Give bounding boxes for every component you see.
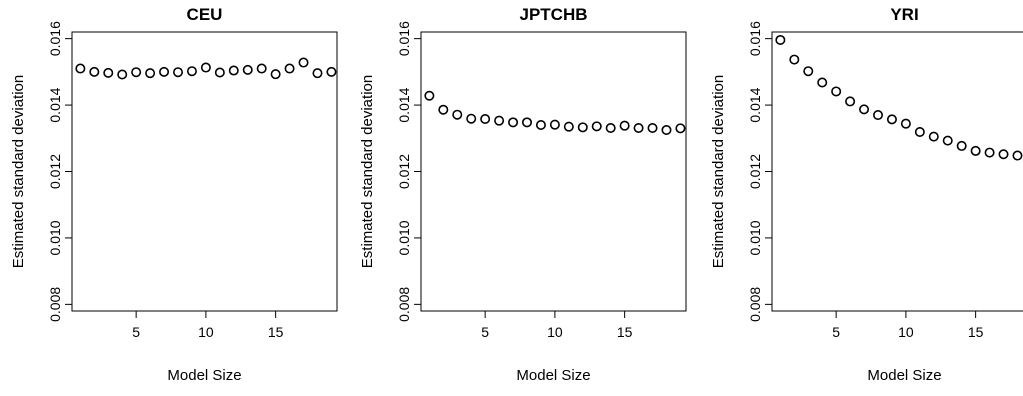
x-tick-label: 5 bbox=[132, 324, 140, 340]
data-point bbox=[494, 115, 505, 126]
data-point bbox=[775, 34, 786, 45]
x-tick-label: 5 bbox=[481, 324, 489, 340]
data-point bbox=[466, 113, 477, 124]
data-point bbox=[131, 67, 142, 78]
data-point bbox=[284, 63, 295, 74]
data-point bbox=[117, 69, 128, 80]
chart-title: JPTCHB bbox=[519, 5, 587, 24]
panel-ceu: CEU 5 10 15 0.008 0.010 0.012 0.014 0.016 Model S… bbox=[10, 5, 338, 384]
data-point bbox=[605, 122, 616, 133]
data-point bbox=[900, 118, 911, 129]
data-point bbox=[159, 66, 170, 77]
data-point bbox=[521, 117, 532, 128]
y-axis-label: Estimated standard deviation bbox=[10, 75, 27, 268]
data-point bbox=[970, 145, 981, 156]
data-point bbox=[438, 104, 449, 115]
x-tick-label: 5 bbox=[832, 324, 840, 340]
y-tick-label: 0.010 bbox=[47, 220, 63, 255]
y-tick-label: 0.016 bbox=[396, 21, 412, 56]
data-point bbox=[984, 147, 995, 158]
data-point bbox=[424, 90, 435, 101]
data-point bbox=[831, 86, 842, 97]
data-point bbox=[803, 66, 814, 77]
x-axis-label: Model Size bbox=[167, 367, 241, 384]
y-tick-label: 0.012 bbox=[396, 154, 412, 189]
data-point bbox=[914, 126, 925, 137]
data-point bbox=[186, 66, 197, 77]
data-point bbox=[886, 114, 897, 125]
y-tick-label: 0.012 bbox=[47, 154, 63, 189]
x-tick-label: 10 bbox=[547, 324, 563, 340]
data-point bbox=[633, 122, 644, 133]
data-point bbox=[619, 120, 630, 131]
panel-jptchb: JPTCHB 5 10 15 0.008 0.010 0.012 0.014 0.016 Mode… bbox=[359, 5, 687, 384]
data-point bbox=[845, 96, 856, 107]
y-tick-label: 0.010 bbox=[396, 220, 412, 255]
x-tick-label: 15 bbox=[968, 324, 984, 340]
data-point bbox=[647, 122, 658, 133]
data-point bbox=[577, 122, 588, 133]
data-point bbox=[312, 68, 323, 79]
y-tick-label: 0.016 bbox=[747, 21, 763, 56]
data-point bbox=[480, 114, 491, 125]
plot-frame bbox=[420, 31, 687, 312]
data-point bbox=[173, 67, 184, 78]
data-point bbox=[326, 66, 337, 77]
plot-frame bbox=[771, 31, 1023, 312]
data-point bbox=[1012, 150, 1023, 161]
data-point bbox=[89, 66, 100, 77]
data-point bbox=[661, 124, 672, 135]
data-point bbox=[675, 123, 686, 134]
data-point bbox=[591, 121, 602, 132]
data-point bbox=[452, 109, 463, 120]
y-tick-label: 0.016 bbox=[47, 21, 63, 56]
y-tick-label: 0.008 bbox=[47, 287, 63, 322]
data-point bbox=[872, 110, 883, 121]
y-tick-label: 0.010 bbox=[747, 220, 763, 255]
x-tick-label: 15 bbox=[617, 324, 633, 340]
x-tick-label: 10 bbox=[898, 324, 914, 340]
x-tick-label: 15 bbox=[268, 324, 284, 340]
y-tick-label: 0.012 bbox=[747, 154, 763, 189]
data-point bbox=[228, 65, 239, 76]
data-point bbox=[549, 119, 560, 130]
y-tick-label: 0.014 bbox=[396, 87, 412, 122]
data-point bbox=[508, 117, 519, 128]
x-tick-label: 10 bbox=[198, 324, 214, 340]
data-point bbox=[563, 121, 574, 132]
data-point bbox=[256, 63, 267, 74]
data-point bbox=[242, 64, 253, 75]
y-tick-label: 0.014 bbox=[47, 87, 63, 122]
data-point bbox=[535, 120, 546, 131]
data-point bbox=[75, 63, 86, 74]
data-point bbox=[145, 68, 156, 79]
data-point bbox=[789, 54, 800, 65]
data-point bbox=[998, 149, 1009, 160]
x-axis-label: Model Size bbox=[867, 367, 941, 384]
data-point bbox=[956, 140, 967, 151]
y-tick-label: 0.008 bbox=[396, 287, 412, 322]
chart-title: CEU bbox=[187, 5, 223, 24]
chart-title: YRI bbox=[890, 5, 918, 24]
data-point bbox=[817, 77, 828, 88]
data-point bbox=[214, 67, 225, 78]
y-axis-label: Estimated standard deviation bbox=[710, 75, 727, 268]
y-axis-label: Estimated standard deviation bbox=[359, 75, 376, 268]
x-axis-label: Model Size bbox=[516, 367, 590, 384]
data-point bbox=[200, 62, 211, 73]
data-point bbox=[103, 67, 114, 78]
data-point bbox=[942, 135, 953, 146]
data-point bbox=[270, 69, 281, 80]
panel-yri: YRI 5 10 15 0.008 0.010 0.012 0.014 0.016 Model S… bbox=[710, 5, 1023, 384]
data-point bbox=[859, 104, 870, 115]
y-tick-label: 0.014 bbox=[747, 87, 763, 122]
data-point bbox=[928, 131, 939, 142]
data-point bbox=[298, 57, 309, 68]
y-tick-label: 0.008 bbox=[747, 287, 763, 322]
